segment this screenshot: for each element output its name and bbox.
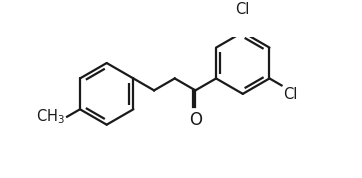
Text: Cl: Cl [236,2,250,17]
Text: O: O [189,111,202,129]
Text: Cl: Cl [283,87,298,102]
Text: CH$_3$: CH$_3$ [36,107,65,126]
